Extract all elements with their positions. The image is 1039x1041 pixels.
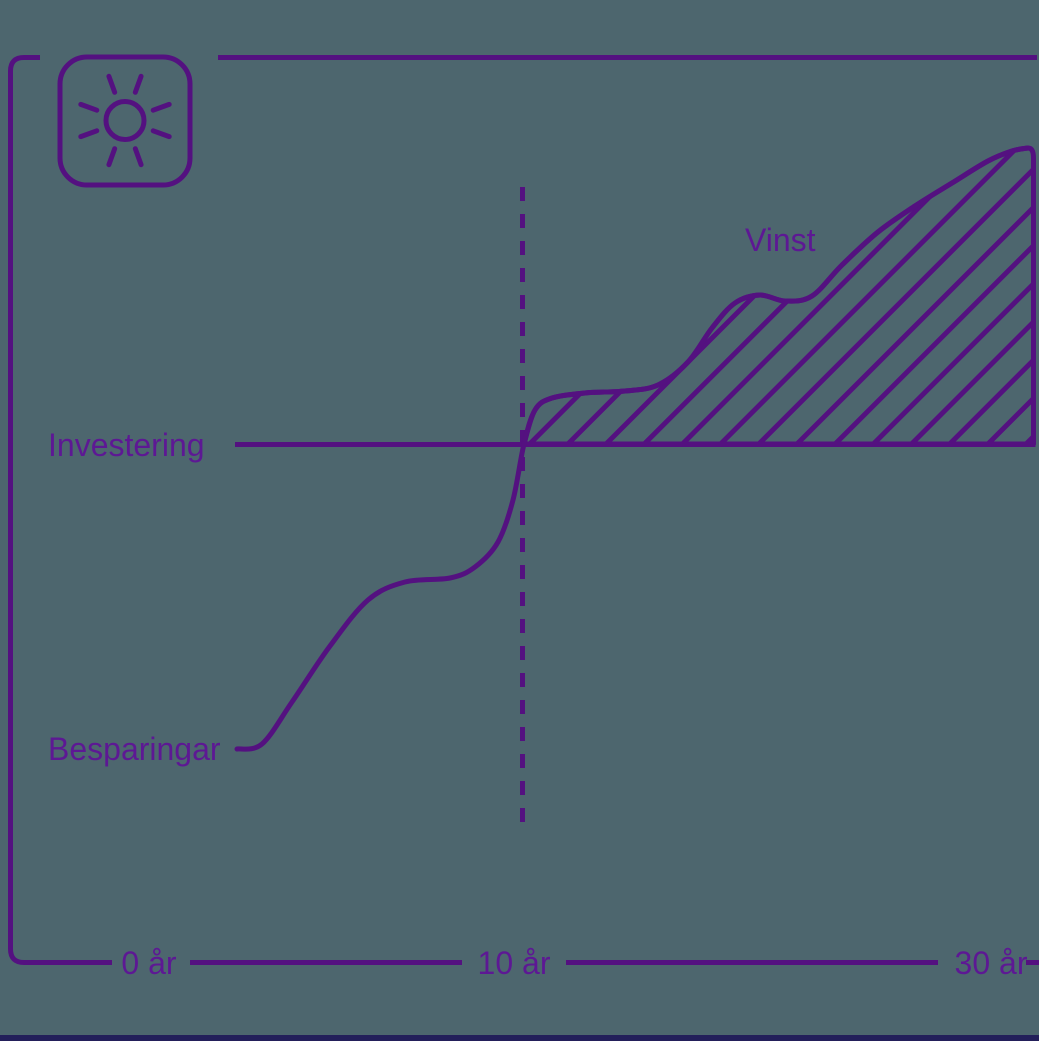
- sun-icon-box: [57, 54, 193, 188]
- footer-bar: [0, 1035, 1039, 1041]
- sun-ray: [150, 128, 172, 140]
- tick-30ar: 30 år: [955, 945, 1028, 981]
- sun-ray: [78, 101, 100, 113]
- tick-0ar: 0 år: [121, 945, 176, 981]
- sun-icon: [57, 54, 193, 188]
- besparingar-label: Besparingar: [48, 731, 221, 767]
- savings-curve: [234, 145, 1031, 752]
- sun-icon-rays: [78, 73, 172, 168]
- sun-ray: [106, 146, 118, 168]
- vinst-label: Vinst: [745, 222, 816, 258]
- frame: [8, 55, 1039, 965]
- tick-10ar: 10 år: [478, 945, 551, 981]
- sun-icon-core: [103, 99, 147, 142]
- investering-label: Investering: [48, 427, 205, 463]
- frame-left-corners: [8, 55, 112, 965]
- sun-ray: [132, 73, 144, 95]
- profit-area: [521, 145, 1036, 447]
- sun-ray: [150, 101, 172, 113]
- sun-ray: [132, 146, 144, 168]
- sun-ray: [106, 73, 118, 95]
- sun-ray: [78, 128, 100, 140]
